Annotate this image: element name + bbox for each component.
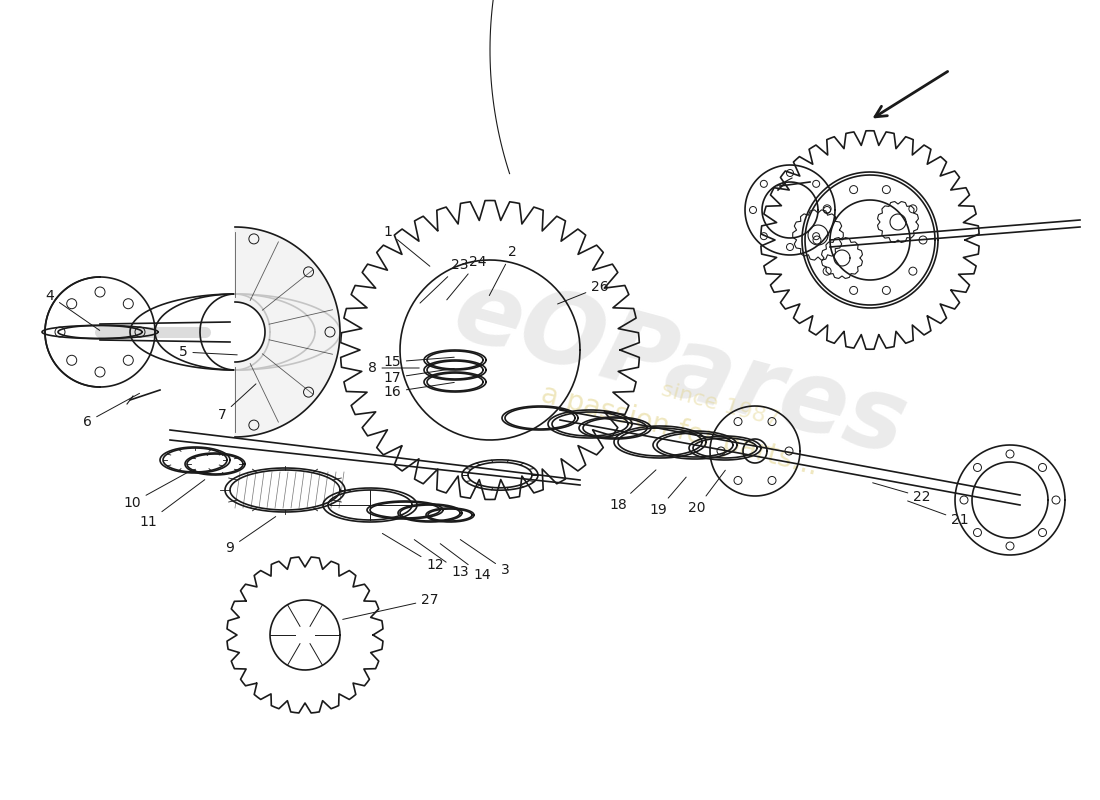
Text: 20: 20 — [689, 470, 725, 515]
Text: 13: 13 — [415, 540, 469, 579]
Text: 7: 7 — [218, 384, 256, 422]
Text: 4: 4 — [45, 289, 100, 330]
Text: 27: 27 — [343, 593, 439, 619]
Text: a passion for parts...: a passion for parts... — [538, 379, 822, 481]
Text: 21: 21 — [908, 501, 969, 527]
Text: 1: 1 — [384, 225, 430, 266]
Text: 17: 17 — [383, 369, 454, 385]
Text: eOPares: eOPares — [443, 263, 916, 477]
Text: 19: 19 — [649, 477, 686, 517]
Text: 15: 15 — [383, 355, 454, 369]
Text: 26: 26 — [558, 280, 608, 304]
Text: 5: 5 — [178, 345, 238, 359]
Text: 8: 8 — [367, 361, 419, 375]
Text: 23: 23 — [420, 258, 469, 303]
Text: 11: 11 — [139, 480, 205, 529]
Text: 9: 9 — [226, 517, 276, 555]
Text: since 1987: since 1987 — [659, 380, 781, 430]
Text: 14: 14 — [440, 544, 491, 582]
Text: 18: 18 — [609, 470, 656, 512]
Text: 10: 10 — [123, 471, 189, 510]
Text: 3: 3 — [460, 539, 509, 577]
Polygon shape — [235, 227, 340, 437]
Text: 2: 2 — [490, 245, 516, 295]
Text: 16: 16 — [383, 382, 454, 399]
Text: 22: 22 — [872, 482, 931, 504]
Text: 6: 6 — [82, 394, 140, 429]
Text: 12: 12 — [383, 534, 443, 572]
Text: 24: 24 — [447, 255, 486, 300]
